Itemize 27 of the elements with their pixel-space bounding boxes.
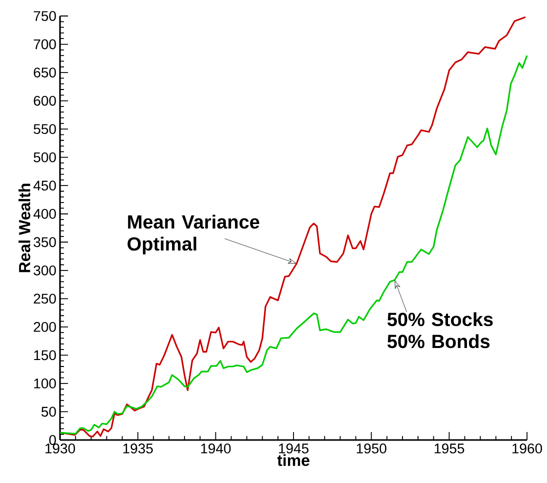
- x-tick-label: 1935: [123, 444, 153, 454]
- y-tick-label: 400: [33, 208, 56, 219]
- y-tick-label: 200: [34, 322, 56, 332]
- y-tick-label: 350: [34, 237, 56, 248]
- y-tick-label: 0: [49, 435, 56, 445]
- y-tick-label: 100: [34, 378, 56, 388]
- y-tick-label: 600: [34, 96, 56, 106]
- y-tick-label: 300: [34, 265, 56, 276]
- x-tick-label: 1950: [356, 444, 386, 454]
- y-tick-label: 700: [34, 39, 56, 50]
- series-label: Mean Variance Optimal: [128, 214, 260, 254]
- y-tick-label: 50: [41, 406, 56, 417]
- y-axis-title: Real Wealth: [18, 184, 30, 272]
- x-tick-label: 1960: [512, 444, 542, 454]
- x-tick-label: 1955: [434, 444, 464, 454]
- y-tick-label: 150: [34, 350, 56, 360]
- y-tick-label: 550: [34, 124, 56, 134]
- y-tick-label: 450: [33, 180, 56, 191]
- series-label: 50% Stocks 50% Bonds: [387, 312, 493, 348]
- y-tick-label: 650: [34, 68, 56, 78]
- x-tick-label: 1940: [201, 444, 231, 454]
- y-tick-label: 500: [34, 152, 56, 162]
- x-tick-label: 1945: [278, 444, 308, 454]
- x-tick-label: 1930: [45, 444, 76, 454]
- y-tick-label: 250: [34, 294, 56, 304]
- x-axis-title: time: [277, 454, 310, 466]
- y-tick-label: 750: [34, 11, 56, 21]
